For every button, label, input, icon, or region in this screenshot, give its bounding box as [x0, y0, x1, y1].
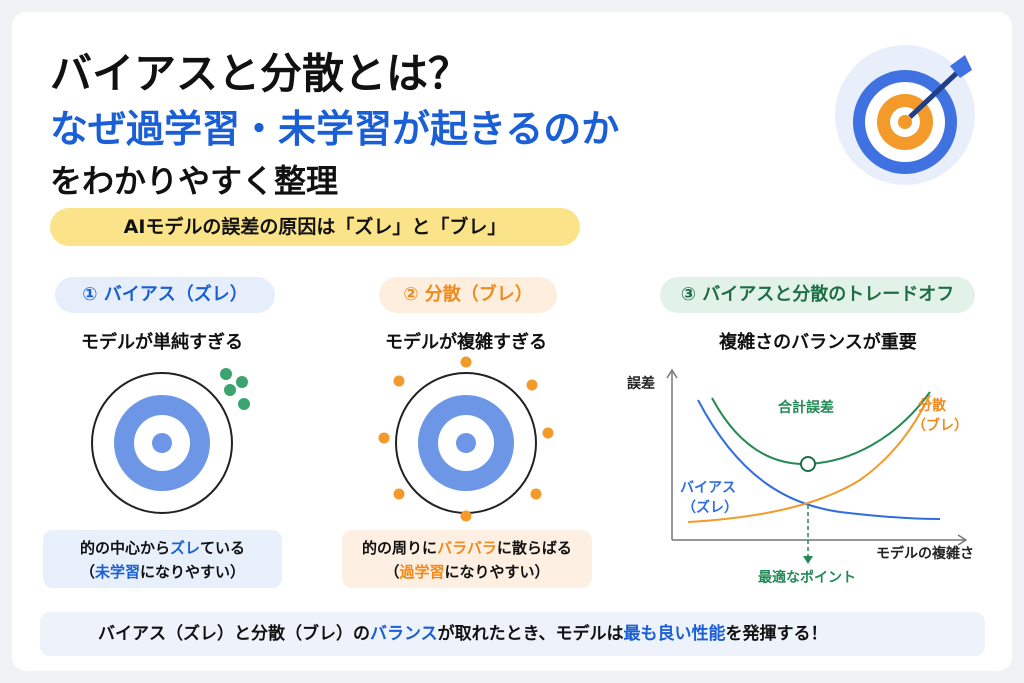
title: なぜ過学習・未学習が起きるのか [50, 107, 620, 151]
text: ズレ [169, 539, 200, 557]
bias-target [91, 368, 250, 514]
caption: 的の中心からズレている （未学習になりやすい） [43, 530, 282, 588]
text: 未学習 [94, 563, 140, 581]
caption: 的の周りにバラバラに散らばる （過学習になりやすい） [342, 530, 592, 588]
banner: AIモデルの誤差の原因は「ズレ」と「ブレ」 [50, 208, 580, 246]
text: 的の周りに [362, 539, 438, 557]
curve-label: バイアス [680, 480, 736, 496]
panel-subtitle: モデルが複雑すぎる [385, 332, 547, 353]
text: （ [79, 563, 95, 581]
curve-label: 最適なポイント [758, 569, 856, 586]
caption-line: （過学習になりやすい） [342, 560, 592, 584]
text: 最も良い性能 [623, 624, 726, 644]
panel-heading: ① バイアス（ズレ） [55, 277, 275, 313]
text: を発揮する！ [725, 624, 828, 644]
text: 的の中心から [79, 539, 170, 557]
axis-label: 誤差 [627, 375, 655, 392]
title: バイアスと分散とは？ [50, 49, 471, 98]
text: になりやすい） [444, 563, 550, 581]
text: が取れたとき、モデルは [437, 624, 624, 644]
text: 過学習 [399, 563, 445, 581]
variance-target [378, 356, 554, 522]
text: （ [384, 563, 400, 581]
curve-label: 合計誤差 [778, 399, 834, 416]
curve-label: （ズレ） [682, 499, 738, 516]
text: バランス [370, 624, 438, 644]
text: バイアス（ズレ）と分散（ブレ）の [98, 624, 370, 644]
panel-subtitle: 複雑さのバランスが重要 [719, 332, 917, 353]
caption-line: 的の周りにバラバラに散らばる [342, 536, 592, 560]
panel-heading: ② 分散（ブレ） [379, 277, 557, 313]
caption-line: 的の中心からズレている [43, 536, 282, 560]
panel-heading: ③ バイアスと分散のトレードオフ [660, 277, 975, 313]
header-target-icon [835, 45, 975, 185]
text: に散らばる [496, 539, 572, 557]
text: ている [200, 539, 246, 557]
caption-line: （未学習になりやすい） [43, 560, 282, 584]
title: をわかりやすく整理 [50, 162, 339, 200]
text: バラバラ [437, 539, 497, 557]
text: になりやすい） [140, 563, 246, 581]
axis-label: モデルの複雑さ [876, 545, 974, 562]
curve-label: （ブレ） [912, 417, 968, 434]
curve-label: 分散 [918, 397, 947, 414]
panel-subtitle: モデルが単純すぎる [81, 332, 243, 353]
tradeoff-diagram: 誤差 モデルの複雑さ 合計誤差 分散 （ブレ） バイアス （ズレ） 最適なポイン… [627, 368, 974, 586]
footer: バイアス（ズレ）と分散（ブレ）のバランスが取れたとき、モデルは最も良い性能を発揮… [40, 612, 985, 656]
